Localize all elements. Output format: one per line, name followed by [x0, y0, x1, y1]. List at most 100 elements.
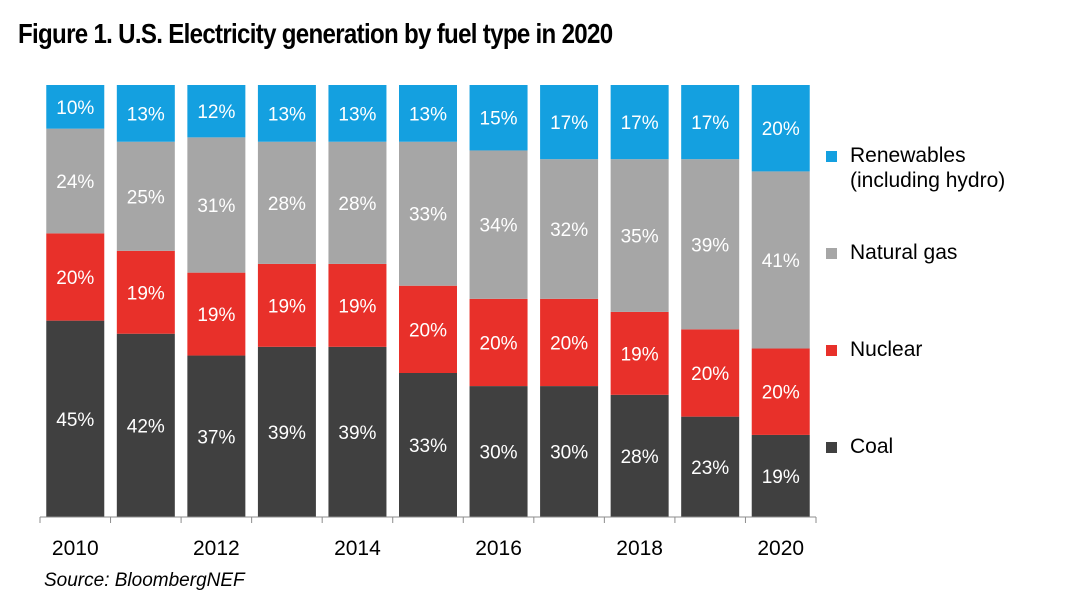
bar-segment-renewables-2014 [328, 85, 387, 142]
bar-segment-natural-2020 [751, 171, 810, 349]
bar-segment-natural-2013 [257, 141, 316, 264]
data-label-natural-2012: 31% [197, 196, 235, 217]
bar-segment-coal-2012 [187, 355, 246, 517]
data-label-natural-2014: 28% [338, 194, 376, 215]
bar-segment-coal-2011 [116, 333, 175, 517]
data-label-renewables-2010: 10% [56, 98, 94, 119]
data-label-nuclear-2019: 20% [691, 364, 729, 385]
data-label-nuclear-2013: 19% [268, 296, 306, 317]
bar-segment-natural-2010 [46, 128, 105, 234]
data-label-coal-2017: 30% [550, 443, 588, 464]
bar-segment-nuclear-2019 [681, 329, 740, 417]
bar-segment-natural-2012 [187, 137, 246, 273]
bar-segment-renewables-2018 [610, 85, 669, 160]
x-tick-label-2018: 2018 [616, 537, 663, 560]
data-label-renewables-2012: 12% [197, 102, 235, 123]
legend-label-nuclear-line1: Nuclear [850, 338, 923, 361]
data-label-nuclear-2010: 20% [56, 268, 94, 289]
legend-label-renewables-line2: (including hydro) [850, 169, 1006, 192]
legend-swatch-renewables [826, 151, 837, 162]
bar-segment-natural-2014 [328, 141, 387, 264]
data-label-coal-2013: 39% [268, 423, 306, 444]
data-label-nuclear-2015: 20% [409, 320, 447, 341]
legend-swatch-natural-gas [826, 248, 837, 259]
bar-segment-renewables-2012 [187, 85, 246, 138]
data-label-coal-2018: 28% [621, 447, 659, 468]
data-label-natural-2013: 28% [268, 194, 306, 215]
legend-label-renewables: Renewables (including hydro) [850, 143, 1005, 193]
bar-segment-nuclear-2014 [328, 263, 387, 347]
source-note: Source: BloombergNEF [44, 570, 245, 591]
data-label-coal-2020: 19% [762, 467, 800, 488]
bar-segment-nuclear-2018 [610, 311, 669, 395]
data-label-nuclear-2012: 19% [197, 305, 235, 326]
bar-segment-natural-2011 [116, 141, 175, 251]
data-label-renewables-2016: 15% [480, 109, 518, 130]
data-label-renewables-2013: 13% [268, 104, 306, 125]
data-label-nuclear-2014: 19% [338, 296, 376, 317]
data-label-natural-2020: 41% [762, 251, 800, 272]
data-label-coal-2016: 30% [480, 443, 518, 464]
bar-segment-nuclear-2012 [187, 272, 246, 356]
bar-segment-coal-2015 [399, 373, 457, 517]
data-label-renewables-2011: 13% [127, 104, 165, 125]
bar-segment-coal-2010 [46, 320, 105, 517]
legend-label-nuclear: Nuclear [850, 337, 922, 362]
bar-segment-nuclear-2016 [469, 298, 528, 387]
data-label-renewables-2015: 13% [409, 104, 447, 125]
bar-segment-nuclear-2015 [399, 285, 457, 373]
bar-segment-coal-2019 [681, 416, 740, 517]
data-label-natural-2010: 24% [56, 172, 94, 193]
data-label-nuclear-2011: 19% [127, 283, 165, 304]
bar-segment-renewables-2016 [469, 85, 528, 151]
legend-swatch-nuclear [826, 345, 837, 356]
bar-segment-natural-2018 [610, 159, 669, 312]
bar-segment-nuclear-2010 [46, 233, 105, 321]
bar-segment-nuclear-2013 [257, 263, 316, 347]
data-label-renewables-2014: 13% [338, 104, 376, 125]
legend-label-natural-gas-line1: Natural gas [850, 241, 958, 264]
data-label-natural-2011: 25% [127, 187, 165, 208]
data-label-coal-2012: 37% [197, 427, 235, 448]
data-label-natural-2016: 34% [480, 216, 518, 237]
bar-segment-renewables-2017 [540, 85, 599, 160]
data-label-renewables-2020: 20% [762, 119, 800, 140]
data-label-nuclear-2016: 20% [480, 333, 518, 354]
bar-segment-renewables-2015 [399, 85, 457, 142]
data-label-natural-2015: 33% [409, 205, 447, 226]
data-label-natural-2017: 32% [550, 220, 588, 241]
legend-label-coal: Coal [850, 434, 893, 459]
bar-segment-coal-2014 [328, 346, 387, 517]
data-label-coal-2019: 23% [691, 458, 729, 479]
x-tick-label-2014: 2014 [334, 537, 381, 560]
bar-segment-natural-2017 [540, 159, 599, 299]
bar-segment-coal-2013 [257, 346, 316, 517]
data-label-natural-2019: 39% [691, 235, 729, 256]
legend-label-coal-line1: Coal [850, 435, 894, 458]
bar-segment-renewables-2010 [46, 85, 105, 129]
data-label-nuclear-2020: 20% [762, 383, 800, 404]
x-tick-label-2020: 2020 [757, 537, 804, 560]
data-label-renewables-2017: 17% [550, 113, 588, 134]
data-label-coal-2010: 45% [56, 410, 94, 431]
bar-segment-coal-2016 [469, 386, 528, 517]
data-label-coal-2015: 33% [409, 436, 447, 457]
bar-segment-nuclear-2017 [540, 298, 599, 387]
x-tick-label-2010: 2010 [52, 537, 99, 560]
data-label-renewables-2019: 17% [691, 113, 729, 134]
x-tick-label-2012: 2012 [193, 537, 240, 560]
data-label-nuclear-2018: 19% [621, 344, 659, 365]
x-tick-label-2016: 2016 [475, 537, 522, 560]
data-label-renewables-2018: 17% [621, 113, 659, 134]
bar-segment-coal-2017 [540, 386, 599, 517]
bar-segment-renewables-2011 [116, 85, 175, 142]
bar-segment-renewables-2020 [751, 85, 810, 172]
bar-segment-nuclear-2020 [751, 348, 810, 435]
chart-title: Figure 1. U.S. Electricity generation by… [18, 18, 613, 49]
bar-segment-renewables-2013 [257, 85, 316, 142]
data-label-nuclear-2017: 20% [550, 333, 588, 354]
data-label-natural-2018: 35% [621, 227, 659, 248]
bar-segment-renewables-2019 [681, 85, 740, 160]
bar-segment-coal-2020 [751, 434, 810, 517]
